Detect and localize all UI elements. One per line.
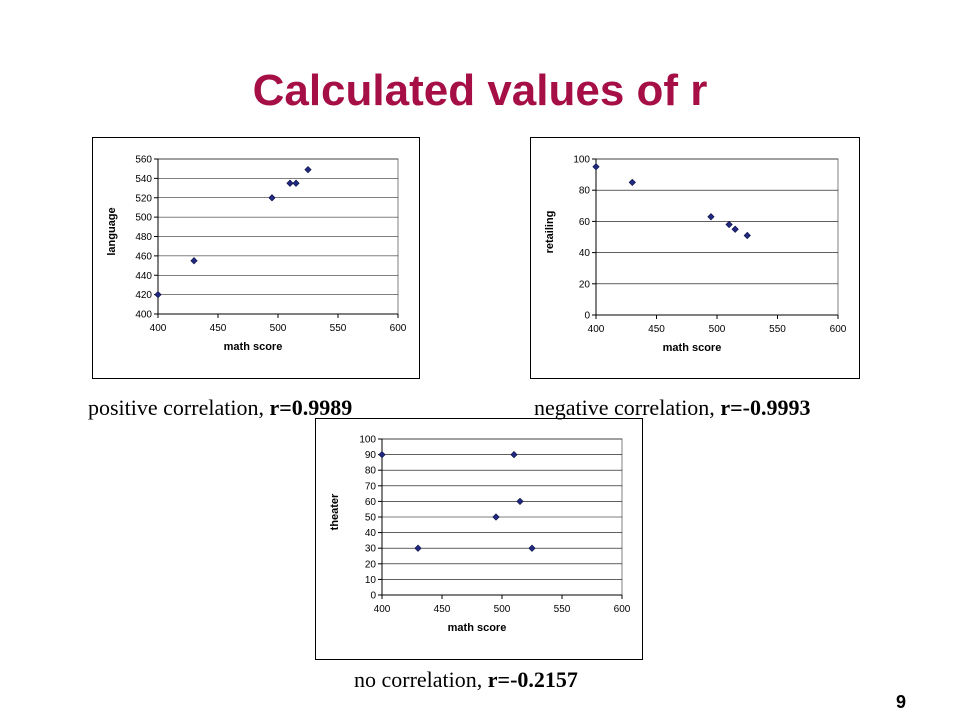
x-axis-title: math score — [448, 622, 507, 634]
y-tick-label: 100 — [573, 155, 590, 166]
y-tick-label: 50 — [365, 513, 377, 524]
caption-positive-text: positive correlation, — [88, 395, 270, 420]
y-axis-title: theater — [329, 493, 341, 530]
x-tick-label: 550 — [769, 324, 786, 335]
y-tick-label: 560 — [135, 155, 152, 166]
y-tick-label: 80 — [365, 466, 377, 477]
y-tick-label: 90 — [365, 450, 377, 461]
chart-retailing-vs-math: 0 20 40 60 80 100 400 450 500 550 600 math score ret… — [530, 137, 860, 379]
page-number: 9 — [895, 692, 906, 712]
data-point — [304, 166, 312, 174]
x-tick-label: 600 — [390, 323, 407, 334]
chart-language-vs-math: 400 420 440 460 480 500 520 540 560 400 450 500 550 6… — [92, 137, 420, 379]
chart-theater-svg: 0 10 20 30 40 50 60 70 80 90 100 400 450 500 550 600 mat… — [329, 435, 631, 635]
data-point — [628, 178, 636, 187]
caption-negative: negative correlation, r=-0.9993 — [534, 395, 810, 421]
y-tick-label: 40 — [579, 248, 591, 259]
y-tick-label: 100 — [359, 435, 376, 446]
data-point — [190, 257, 198, 265]
y-tick-label: 420 — [135, 290, 152, 301]
x-tick-label: 600 — [614, 604, 631, 615]
y-tick-label: 0 — [584, 311, 590, 322]
data-point — [268, 194, 276, 202]
y-tick-label: 460 — [135, 251, 152, 262]
data-point — [492, 513, 500, 521]
data-point — [707, 213, 715, 221]
chart-theater-vs-math: 0 10 20 30 40 50 60 70 80 90 100 400 450 500 550 600 mat… — [315, 418, 643, 660]
caption-positive: positive correlation, r=0.9989 — [88, 395, 352, 421]
caption-negative-r: r=-0.9993 — [720, 395, 811, 420]
data-point — [154, 291, 162, 299]
data-point — [510, 450, 518, 459]
data-point — [414, 544, 422, 552]
y-tick-label: 480 — [135, 232, 152, 243]
caption-none: no correlation, r=-0.2157 — [354, 667, 578, 693]
data-point — [292, 179, 300, 187]
x-axis-title: math score — [224, 341, 283, 353]
data-point — [378, 450, 386, 459]
x-tick-label: 500 — [709, 324, 726, 335]
x-tick-label: 450 — [434, 604, 451, 615]
x-tick-label: 450 — [210, 323, 227, 334]
y-tick-label: 520 — [135, 193, 152, 204]
data-point — [528, 544, 536, 552]
chart-language-svg: 400 420 440 460 480 500 520 540 560 400 450 500 550 6… — [106, 155, 407, 354]
caption-positive-r: r=0.9989 — [269, 395, 353, 420]
x-tick-label: 550 — [554, 604, 571, 615]
slide-title: Calculated values of r — [252, 66, 708, 115]
y-tick-label: 20 — [365, 559, 377, 570]
x-tick-label: 500 — [270, 323, 287, 334]
x-tick-label: 500 — [494, 604, 511, 615]
y-tick-label: 0 — [370, 591, 376, 602]
data-point — [592, 163, 600, 171]
y-tick-label: 540 — [135, 174, 152, 185]
data-point — [286, 179, 294, 187]
y-tick-label: 60 — [579, 217, 591, 228]
y-tick-label: 440 — [135, 271, 152, 282]
data-point — [731, 225, 739, 233]
x-tick-label: 400 — [150, 323, 167, 334]
y-tick-label: 10 — [365, 575, 377, 586]
x-tick-label: 550 — [330, 323, 347, 334]
x-tick-label: 600 — [830, 324, 847, 335]
x-axis-title: math score — [663, 342, 722, 354]
y-tick-label: 40 — [365, 528, 377, 539]
chart-retailing-svg: 0 20 40 60 80 100 400 450 500 550 600 math score ret… — [544, 155, 847, 355]
caption-none-text: no correlation, — [354, 667, 488, 692]
y-tick-label: 20 — [579, 279, 591, 290]
plot-area — [595, 158, 839, 316]
y-axis-title: retailing — [544, 211, 556, 254]
x-tick-label: 400 — [588, 324, 605, 335]
y-tick-label: 500 — [135, 213, 152, 224]
y-tick-label: 30 — [365, 544, 377, 555]
y-tick-label: 80 — [579, 186, 591, 197]
y-tick-label: 70 — [365, 481, 377, 492]
caption-none-r: r=-0.2157 — [487, 667, 578, 692]
data-point — [516, 497, 524, 506]
y-tick-label: 400 — [135, 310, 152, 321]
caption-negative-text: negative correlation, — [534, 395, 721, 420]
y-tick-label: 60 — [365, 497, 377, 508]
y-axis-title: language — [106, 207, 118, 255]
x-tick-label: 450 — [648, 324, 665, 335]
data-point — [743, 231, 751, 240]
x-tick-label: 400 — [374, 604, 391, 615]
data-point — [725, 220, 733, 229]
